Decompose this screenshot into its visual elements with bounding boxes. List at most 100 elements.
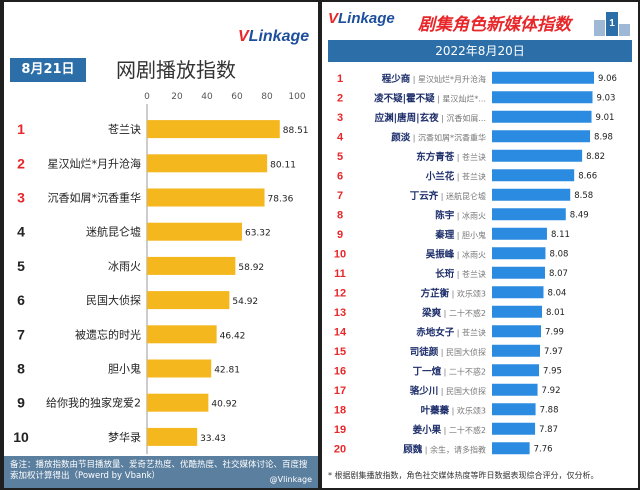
drama-name: | 胆小鬼 (454, 230, 486, 240)
character-label: 骆少川 | 民国大侦探 (410, 385, 486, 397)
rank-label: 4 (337, 131, 344, 143)
bar (147, 427, 198, 446)
bar (147, 393, 209, 412)
value-label: 54.92 (232, 297, 258, 307)
value-label: 58.92 (238, 263, 264, 273)
rank-label: 8 (17, 361, 25, 377)
x-tick-label: 40 (201, 92, 213, 102)
character-name: 叶蓁蓁 (421, 404, 450, 416)
character-label: 梁爽 | 二十不惑2 (421, 307, 486, 319)
category-label: 迷航昆仑墟 (86, 225, 141, 239)
bar (492, 208, 566, 221)
value-label: 7.92 (542, 386, 561, 396)
value-label: 63.32 (245, 229, 271, 239)
rank-label: 10 (334, 248, 346, 260)
value-label: 40.92 (211, 400, 237, 410)
value-label: 8.82 (586, 152, 605, 162)
chart-title: 网剧播放指数 (116, 58, 236, 82)
category-label: 星汉灿烂*月升沧海 (48, 156, 142, 170)
category-label: 苍兰诀 (108, 123, 141, 136)
character-name: 姜小果 (413, 424, 442, 436)
character-label: 丁云齐 | 迷航昆仑墟 (410, 190, 486, 202)
character-name: 司徒颜 (410, 346, 439, 358)
rank-label: 9 (17, 395, 25, 411)
rank-label: 8 (337, 209, 343, 221)
value-label: 33.43 (200, 434, 226, 444)
podium-icon: 1 (594, 12, 630, 36)
chart-title: 剧集角色新媒体指数 (418, 15, 571, 35)
character-label: 应渊|唐周|玄夜 | 沉香如屑... (375, 112, 486, 124)
rank-label: 12 (334, 287, 346, 299)
date-bar: 2022年8月20日 (328, 40, 632, 62)
character-label: 方芷衡 | 欢乐颂3 (421, 287, 486, 299)
rank-label: 9 (337, 229, 343, 241)
drama-name: | 苍兰诀 (454, 171, 486, 181)
character-name: 丁一煊 (413, 365, 442, 377)
rank-label: 1 (17, 121, 25, 137)
rank-label: 20 (334, 443, 346, 455)
character-label: 秦理 | 胆小鬼 (434, 229, 486, 241)
rank-label: 11 (334, 268, 346, 280)
drama-name: | 民国大侦探 (438, 347, 486, 357)
rank-label: 14 (334, 326, 347, 338)
bar (147, 256, 236, 275)
character-label: 东方青苍 | 苍兰诀 (416, 151, 486, 163)
rank-label: 17 (334, 385, 346, 397)
value-label: 9.01 (596, 113, 615, 123)
category-label: 梦华录 (108, 430, 141, 444)
drama-name: | 星汉灿烂*月升沧海 (410, 74, 486, 84)
bar (492, 91, 593, 104)
bar (492, 71, 594, 84)
rank-label: 10 (13, 429, 29, 445)
value-label: 8.07 (549, 269, 568, 279)
rank-label: 5 (17, 258, 25, 274)
rank-label: 2 (337, 92, 343, 104)
bar (492, 383, 538, 396)
drama-name: | 二十不惑2 (441, 308, 486, 318)
drama-name: | 民国大侦探 (438, 386, 486, 396)
weibo-handle: @Vlinkage (269, 475, 312, 484)
value-label: 7.88 (540, 405, 559, 415)
bar (492, 325, 542, 338)
left-panel: VLinkage 8月21日 网剧播放指数 0 20 40 60 80 100 1 苍兰诀 88… (4, 2, 318, 488)
value-label: 7.97 (544, 347, 563, 357)
character-name: 应渊|唐周|玄夜 (375, 112, 439, 124)
bar (492, 130, 591, 143)
footer-note: * 根据剧集播放指数，角色社交媒体热度等昨日数据表现综合评分，仅分析。 (328, 471, 599, 480)
value-label: 8.11 (551, 230, 570, 240)
bar (147, 291, 230, 310)
bar (492, 364, 540, 377)
bar (492, 110, 592, 123)
drama-name: | 冰雨火 (454, 210, 486, 220)
bar (492, 266, 545, 279)
value-label: 8.49 (570, 210, 589, 220)
rank-label: 3 (17, 190, 25, 206)
character-name: 小兰花 (425, 170, 455, 182)
rank-label: 13 (334, 307, 346, 319)
bar (147, 188, 265, 207)
vlinkage-logo: VLinkage (328, 10, 395, 27)
drama-name: | 欢乐颂3 (449, 288, 486, 298)
bar (492, 169, 575, 182)
drama-name: | 欢乐颂3 (449, 405, 486, 415)
x-tick-label: 60 (231, 92, 243, 102)
drama-name: | 迷航昆仑墟 (438, 191, 486, 201)
character-name: 顾魏 (403, 443, 423, 455)
drama-name: | 沉香如屑*沉香重华 (410, 132, 486, 142)
value-label: 7.95 (543, 366, 562, 376)
bar (492, 247, 546, 260)
drama-name: | 苍兰诀 (454, 269, 486, 279)
character-label: 吴振峰 | 冰雨火 (426, 248, 486, 260)
bar (147, 359, 212, 378)
character-name: 方芷衡 (421, 287, 450, 299)
bar (147, 325, 217, 344)
drama-name: | 苍兰诀 (454, 327, 486, 337)
x-tick-label: 100 (288, 92, 305, 102)
character-label: 程少商 | 星汉灿烂*月升沧海 (382, 73, 486, 85)
date-badge: 8月21日 (10, 58, 86, 82)
value-label: 8.66 (578, 171, 597, 181)
value-label: 42.81 (214, 366, 240, 376)
drama-name: | 沉香如屑... (439, 113, 486, 123)
vlinkage-logo: VLinkage (238, 28, 310, 45)
bar (147, 120, 280, 139)
